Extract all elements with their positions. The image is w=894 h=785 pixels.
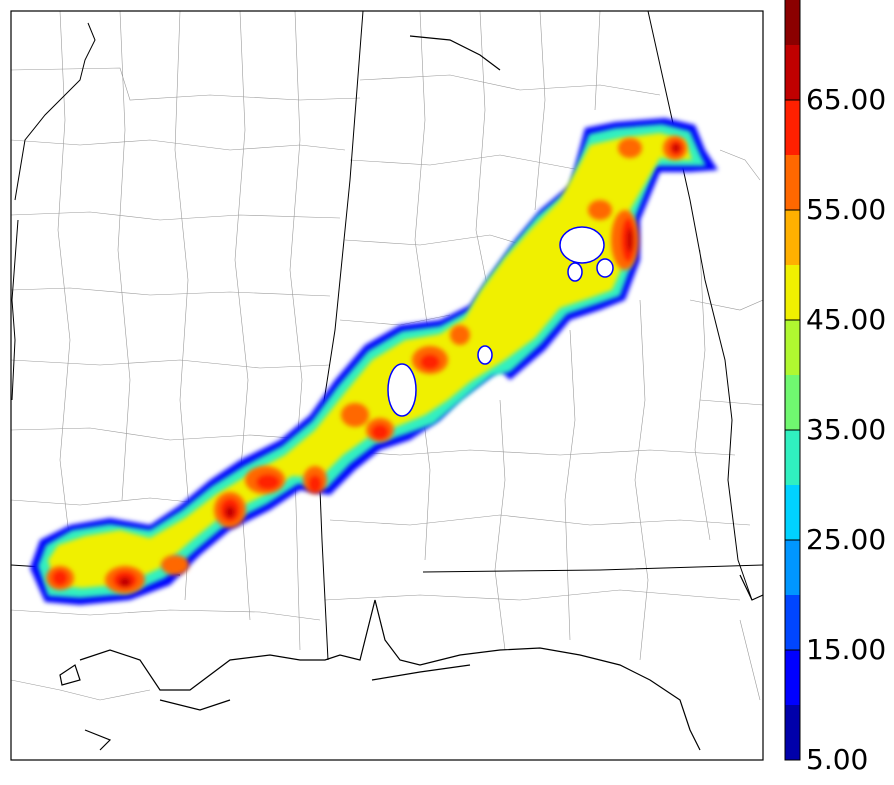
band-gaps	[387, 226, 614, 417]
colorbar-label-45: 45.00	[806, 303, 887, 336]
colorbar-label-55: 55.00	[806, 193, 887, 226]
colorbar-label-35: 35.00	[806, 413, 887, 446]
colorbar-label-15: 15.00	[806, 633, 887, 666]
gulf-coastline	[59, 35, 763, 751]
colorbar-label-5: 5.00	[806, 743, 869, 776]
storm-cells	[46, 136, 687, 594]
colorbar-label-65: 65.00	[806, 83, 887, 116]
colorbar-label-25: 25.00	[806, 523, 887, 556]
state-borders	[11, 11, 763, 661]
map-frame	[10, 10, 764, 761]
reflectivity-band	[30, 118, 718, 605]
